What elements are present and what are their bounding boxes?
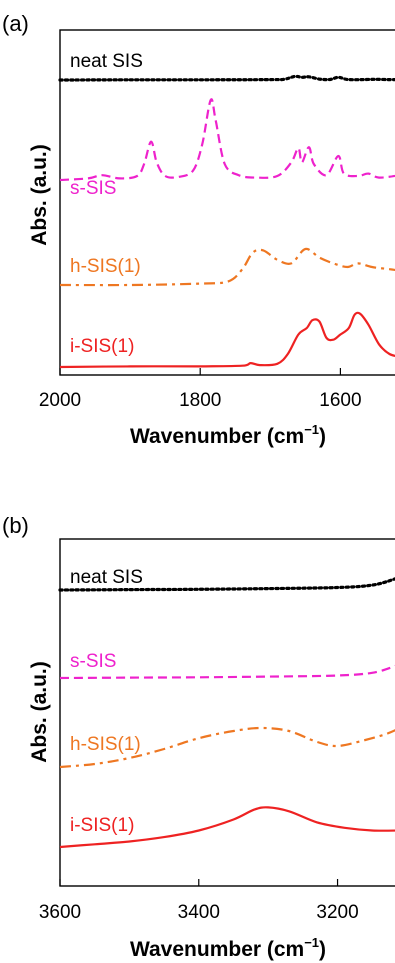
series-line: [58, 74, 395, 82]
x-ticks-b: 3600 3400 3200: [39, 879, 359, 923]
series-label: i-SIS(1): [70, 815, 134, 836]
series-label: h-SIS(1): [70, 256, 141, 277]
plot-frame-a: [59, 29, 395, 376]
series-line: [59, 98, 395, 182]
y-axis-title-a: Abs. (a.u.): [28, 144, 51, 246]
x-ticks-a: 2000 1800 1600: [39, 368, 362, 411]
series-line: [59, 247, 395, 287]
panel-a: (a) Abs. (a.u.) Wavenumber (cm−1) 2000 18…: [2, 11, 395, 448]
x-tick-label: 1800: [179, 390, 221, 411]
series-label: i-SIS(1): [70, 336, 134, 357]
series-label: s-SIS: [70, 651, 116, 672]
x-tick-label: 3200: [316, 902, 358, 923]
plot-frame-b: [59, 538, 395, 887]
x-axis-title-a: Wavenumber (cm−1): [130, 422, 326, 448]
series-line: [58, 577, 395, 592]
panel-label-b: (b): [2, 513, 29, 538]
series-group-b: neat SIS s-SIS h-SIS(1) i-SIS(1): [58, 567, 395, 849]
series-line: [59, 664, 395, 680]
series-label: h-SIS(1): [70, 734, 141, 755]
x-tick-label: 1600: [319, 390, 361, 411]
panel-label-a: (a): [2, 11, 29, 36]
x-tick-label: 2000: [39, 390, 81, 411]
y-axis-title-b: Abs. (a.u.): [28, 661, 51, 763]
series-group-a: neat SIS s-SIS h-SIS(1) i-SIS(1): [58, 51, 395, 369]
x-tick-label: 3400: [178, 902, 220, 923]
x-axis-title-b: Wavenumber (cm−1): [130, 935, 326, 961]
series-line: [59, 311, 395, 369]
series-label: neat SIS: [70, 567, 143, 588]
panel-b: (b) Abs. (a.u.) Wavenumber (cm−1) 3600 34…: [2, 513, 395, 961]
series-label: neat SIS: [70, 51, 143, 72]
series-line: [59, 726, 395, 769]
x-tick-label: 3600: [39, 902, 81, 923]
series-line: [59, 806, 395, 849]
series-label: s-SIS: [70, 178, 116, 199]
